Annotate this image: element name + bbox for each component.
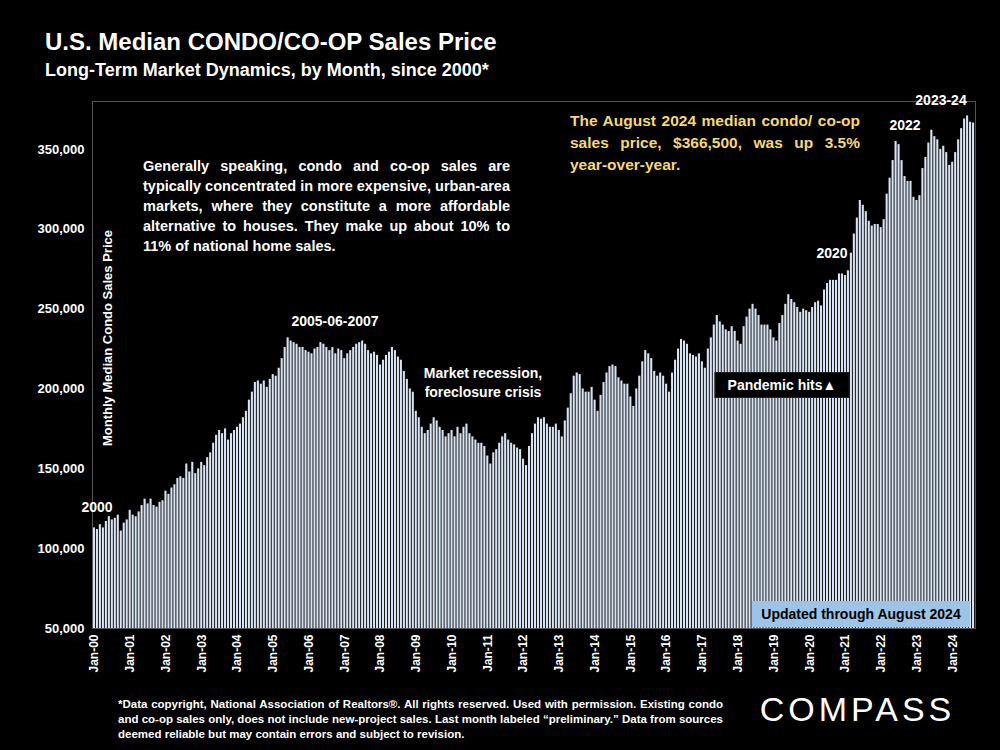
svg-text:Jan-22: Jan-22 [874,634,888,672]
html-text:Market recession, foreclosure: Market recession, foreclosure crisis [423,365,543,400]
svg-text:Jan-09: Jan-09 [409,634,423,672]
svg-text:Jan-20: Jan-20 [802,634,816,672]
html-text:Generally speaking, condo and: Generally speaking, condo and co-op sale… [143,158,510,254]
svg-text:Jan-03: Jan-03 [195,634,209,672]
svg-text:Jan-18: Jan-18 [731,634,745,672]
svg-text:250,000: 250,000 [38,301,85,316]
svg-text:200,000: 200,000 [38,381,85,396]
svg-text:Jan-02: Jan-02 [159,634,173,672]
svg-text:Jan-06: Jan-06 [302,634,316,672]
html-text:2023-24: 2023-24 [915,92,967,108]
svg-text:Jan-05: Jan-05 [266,634,280,672]
svg-text:Jan-16: Jan-16 [659,634,673,672]
svg-text:Jan-04: Jan-04 [230,634,244,672]
svg-text:Jan-10: Jan-10 [445,634,459,672]
svg-text:Jan-00: Jan-00 [87,634,101,672]
svg-text:300,000: 300,000 [38,221,85,236]
svg-text:Jan-15: Jan-15 [624,634,638,672]
html-text:The August 2024 median condo/: The August 2024 median condo/ co-op sale… [570,112,860,173]
svg-text:Jan-11: Jan-11 [481,634,495,672]
svg-text:100,000: 100,000 [38,541,85,556]
svg-text:Jan-12: Jan-12 [516,634,530,672]
html-text:COMPASS: COMPASS [759,690,956,728]
svg-text:Jan-23: Jan-23 [910,634,924,672]
html-text:U.S. Median CONDO/CO-OP Sales: U.S. Median CONDO/CO-OP Sales Price [45,28,497,55]
svg-text:150,000: 150,000 [38,461,85,476]
svg-text:Jan-07: Jan-07 [338,634,352,672]
svg-text:Jan-13: Jan-13 [552,634,566,672]
html-text:2005-06-2007: 2005-06-2007 [291,313,379,329]
html-text:2022: 2022 [889,117,921,133]
svg-text:Jan-24: Jan-24 [946,634,960,672]
svg-text:50,000: 50,000 [45,621,85,636]
svg-text:Jan-17: Jan-17 [695,634,709,672]
html-text:2020: 2020 [816,245,848,261]
html-text:Pandemic hits▲: Pandemic hits▲ [727,377,837,393]
html-text:2000: 2000 [81,499,113,515]
svg-text:Jan-21: Jan-21 [838,634,852,672]
svg-text:Jan-01: Jan-01 [123,634,137,672]
html-text:Long-Term Market Dynamics, by: Long-Term Market Dynamics, by Month, sin… [45,60,489,80]
svg-text:Jan-14: Jan-14 [588,634,602,672]
svg-text:350,000: 350,000 [38,142,85,157]
svg-text:Jan-19: Jan-19 [767,634,781,672]
html-text:Updated through August 2024: Updated through August 2024 [761,606,961,622]
svg-text:Jan-08: Jan-08 [373,634,387,672]
html-text:Monthly Median Condo Sales Pri: Monthly Median Condo Sales Price [99,230,115,446]
html-text:*Data copyright, National Asso: *Data copyright, National Association of… [118,698,723,740]
